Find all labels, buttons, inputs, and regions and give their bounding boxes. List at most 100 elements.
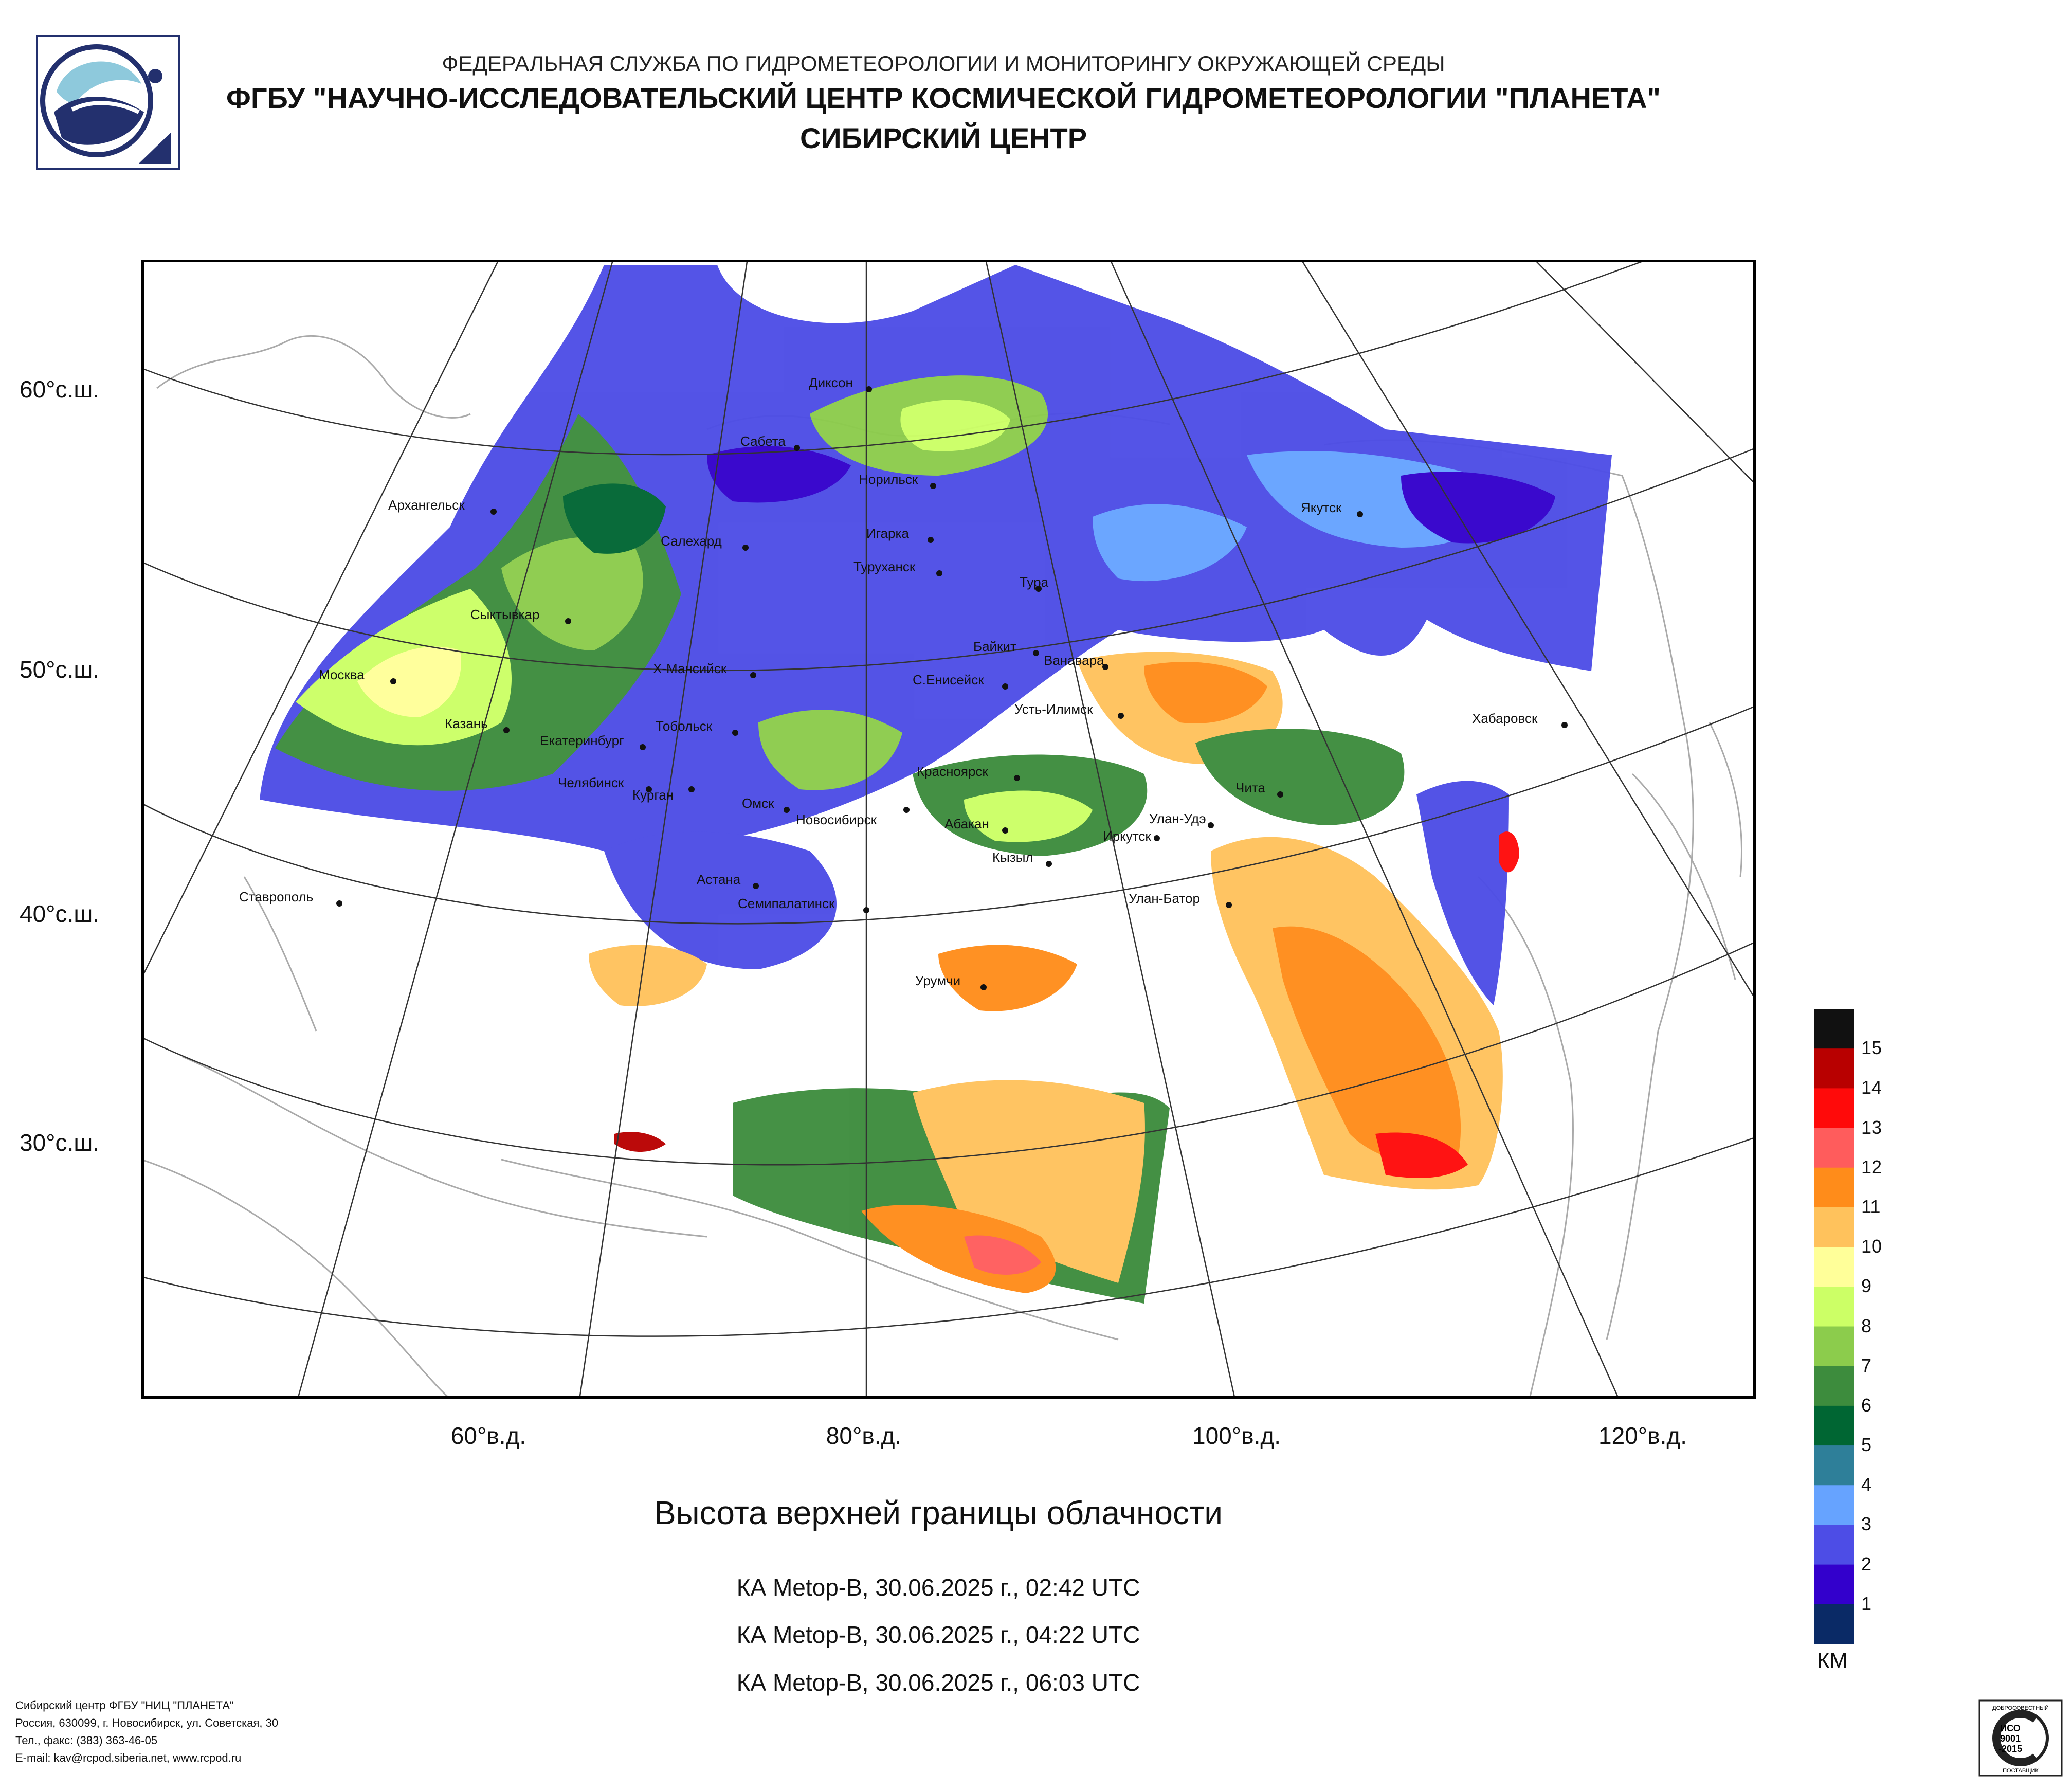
footer-address: Россия, 630099, г. Новосибирск, ул. Сове… bbox=[15, 1716, 279, 1729]
city-label: Усть-Илимск bbox=[1014, 701, 1093, 717]
legend-label: 14 bbox=[1861, 1077, 1882, 1098]
satellite-pass: КА Metop-B, 30.06.2025 г., 04:22 UTC bbox=[736, 1621, 1140, 1648]
city-label: Улан-Удэ bbox=[1149, 811, 1206, 826]
cert-bottom: ПОСТАВЩИК bbox=[2003, 1768, 2039, 1774]
city-label: Улан-Батор bbox=[1129, 891, 1200, 906]
legend-label: 12 bbox=[1861, 1156, 1882, 1178]
city-label: Челябинск bbox=[558, 775, 624, 790]
legend-swatch bbox=[1814, 1009, 1854, 1049]
legend-swatch bbox=[1814, 1207, 1854, 1247]
center-line: СИБИРСКИЙ ЦЕНТР bbox=[799, 122, 1087, 154]
city-label: Тура bbox=[1020, 574, 1049, 590]
legend-swatch bbox=[1814, 1604, 1854, 1644]
graticule bbox=[141, 260, 1756, 1399]
city-label: Архангельск bbox=[388, 497, 465, 513]
lon-label-80: 80°в.д. bbox=[826, 1422, 902, 1449]
legend-label: 11 bbox=[1861, 1196, 1881, 1217]
legend-swatch bbox=[1814, 1485, 1854, 1525]
legend-swatch bbox=[1814, 1525, 1854, 1565]
footer-org: Сибирский центр ФГБУ "НИЦ "ПЛАНЕТА" bbox=[15, 1699, 234, 1712]
legend-label: 10 bbox=[1861, 1236, 1882, 1257]
city-label: Семипалатинск bbox=[738, 896, 835, 911]
city-label: Норильск bbox=[859, 472, 918, 487]
legend-label: 5 bbox=[1861, 1434, 1872, 1456]
city-label: Хабаровск bbox=[1472, 711, 1538, 726]
legend-swatch bbox=[1814, 1128, 1854, 1168]
city-label: Абакан bbox=[944, 816, 989, 831]
city-label: Сыктывкар bbox=[470, 607, 539, 622]
legend-swatch bbox=[1814, 1564, 1854, 1605]
city-markers bbox=[336, 386, 1568, 990]
city-label: Ванавара bbox=[1044, 653, 1104, 668]
city-label: Сабета bbox=[740, 433, 786, 449]
lat-label-60: 60°с.ш. bbox=[20, 376, 100, 403]
city-label: Салехард bbox=[661, 533, 722, 549]
city-label: Ставрополь bbox=[239, 889, 313, 904]
map-frame bbox=[141, 259, 1756, 1399]
city-label: Урумчи bbox=[915, 973, 960, 988]
legend-label: 4 bbox=[1861, 1474, 1872, 1495]
institute-line: ФГБУ "НАУЧНО-ИССЛЕДОВАТЕЛЬСКИЙ ЦЕНТР КОС… bbox=[226, 82, 1661, 114]
legend-label: 7 bbox=[1861, 1354, 1872, 1376]
agency-line: ФЕДЕРАЛЬНАЯ СЛУЖБА ПО ГИДРОМЕТЕОРОЛОГИИ … bbox=[442, 51, 1445, 76]
city-label: Новосибирск bbox=[796, 812, 877, 827]
satellite-pass: КА Metop-B, 30.06.2025 г., 06:03 UTC bbox=[736, 1669, 1140, 1696]
legend-swatch bbox=[1814, 1167, 1854, 1208]
legend-swatch bbox=[1814, 1287, 1854, 1327]
cloud-imagery bbox=[260, 265, 1612, 1304]
lon-label-60: 60°в.д. bbox=[450, 1422, 526, 1449]
city-labels: Диксон Сабета Норильск Игарка Салехард А… bbox=[239, 375, 1538, 988]
city-label: Игарка bbox=[866, 526, 909, 541]
legend-label: 1 bbox=[1861, 1593, 1872, 1614]
legend-swatch bbox=[1814, 1048, 1854, 1089]
city-label: Х-Мансийск bbox=[653, 661, 727, 676]
lat-label-40: 40°с.ш. bbox=[20, 900, 100, 927]
lon-label-100: 100°в.д. bbox=[1192, 1422, 1281, 1449]
legend-swatch bbox=[1814, 1247, 1854, 1287]
legend-swatch bbox=[1814, 1405, 1854, 1446]
legend-label: 6 bbox=[1861, 1394, 1872, 1416]
city-label: Казань bbox=[445, 716, 488, 731]
cert-code2: 9001 bbox=[2000, 1733, 2021, 1744]
lat-label-50: 50°с.ш. bbox=[20, 656, 100, 683]
city-label: Красноярск bbox=[917, 764, 988, 779]
city-label: Омск bbox=[742, 795, 774, 811]
legend-label: 3 bbox=[1861, 1513, 1872, 1535]
cert-top: ДОБРОСОВЕСТНЫЙ bbox=[1992, 1705, 2049, 1711]
city-label: Астана bbox=[697, 872, 741, 887]
footer-phone: Тел., факс: (383) 363-46-05 bbox=[15, 1734, 158, 1747]
city-label: Иркутск bbox=[1103, 828, 1151, 844]
city-label: С.Енисейск bbox=[913, 672, 984, 688]
cert-code1: ИСО bbox=[2000, 1723, 2021, 1733]
cert-code3: -2015 bbox=[1998, 1744, 2022, 1754]
cloud-top-map: Диксон Сабета Норильск Игарка Салехард А… bbox=[141, 259, 1756, 1399]
city-label: Диксон bbox=[809, 375, 853, 390]
legend-unit: КМ bbox=[1817, 1648, 1848, 1672]
city-label: Тобольск bbox=[656, 718, 713, 734]
legend-label: 13 bbox=[1861, 1116, 1882, 1138]
lon-label-120: 120°в.д. bbox=[1598, 1422, 1687, 1449]
city-label: Екатеринбург bbox=[540, 733, 624, 748]
height-legend bbox=[1814, 1009, 1854, 1644]
city-label: Якутск bbox=[1301, 500, 1342, 515]
lat-label-30: 30°с.ш. bbox=[20, 1129, 100, 1156]
legend-swatch bbox=[1814, 1088, 1854, 1129]
iso-certificate-badge: ДОБРОСОВЕСТНЫЙ ИСО 9001 -2015 ПОСТАВЩИК bbox=[1978, 1699, 2063, 1777]
footer-contacts: E-mail: kav@rcpod.siberia.net, www.rcpod… bbox=[15, 1751, 242, 1764]
legend-label: 8 bbox=[1861, 1315, 1872, 1336]
city-label: Чита bbox=[1235, 780, 1265, 795]
satellite-pass: КА Metop-B, 30.06.2025 г., 02:42 UTC bbox=[736, 1574, 1140, 1601]
legend-swatch bbox=[1814, 1366, 1854, 1406]
legend-label: 15 bbox=[1861, 1037, 1882, 1059]
legend-swatch bbox=[1814, 1445, 1854, 1486]
map-title: Высота верхней границы облачности bbox=[653, 1494, 1223, 1531]
city-label: Москва bbox=[319, 667, 365, 682]
city-label: Байкит bbox=[973, 639, 1016, 654]
city-label: Кызыл bbox=[992, 849, 1033, 865]
legend-label: 9 bbox=[1861, 1275, 1872, 1297]
legend-swatch bbox=[1814, 1326, 1854, 1367]
city-label: Туруханск bbox=[853, 559, 916, 574]
city-label: Курган bbox=[632, 787, 674, 803]
contact-footer: Сибирский центр ФГБУ "НИЦ "ПЛАНЕТА" Росс… bbox=[15, 1697, 278, 1767]
legend-label: 2 bbox=[1861, 1553, 1872, 1575]
